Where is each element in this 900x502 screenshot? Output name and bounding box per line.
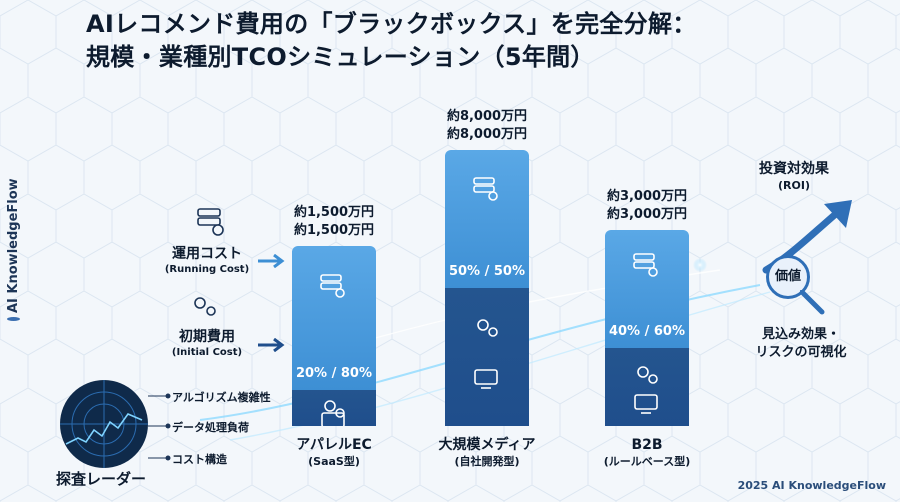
roi-title-ja: 投資対効果 xyxy=(759,161,829,177)
server-gear-icon xyxy=(633,253,658,277)
bar-1-category-label: アパレルEC (SaaS型) xyxy=(296,437,372,468)
radar-item-2: データ処理負荷 xyxy=(172,421,249,434)
title-line2: 規模・業種別TCOシミュレーション（5年間） xyxy=(86,43,595,71)
legend-running-en: (Running Cost) xyxy=(164,264,250,275)
page-title: AIレコメンド費用の「ブラックボックス」を完全分解： 規模・業種別TCOシミュレ… xyxy=(86,8,886,74)
bar-3-running-segment xyxy=(605,230,689,348)
bar-2-category-label: 大規模メディア (自社開発型) xyxy=(438,437,536,468)
legend-running-ja: 運用コスト xyxy=(172,246,242,262)
value-badge: 価値 xyxy=(766,255,810,299)
visibility-line2: リスクの可視化 xyxy=(755,345,847,360)
bar-2-running-segment xyxy=(445,150,529,288)
gears-icon xyxy=(477,318,498,337)
title-line1: AIレコメンド費用の「ブラックボックス」を完全分解： xyxy=(86,10,697,38)
gears-icon xyxy=(194,297,216,316)
bar-1-amount-label: 約1,500万円 約1,500万円 xyxy=(293,205,375,238)
radar-connectors xyxy=(148,393,171,461)
radar-title: 探査レーダー xyxy=(56,470,147,488)
bar-2-ratio-label: 50% / 50% xyxy=(448,264,526,279)
visibility-line1: 見込み効果・ xyxy=(761,327,840,342)
visibility-label: 見込み効果・ リスクの可視化 xyxy=(742,326,860,362)
legend-running-arrow xyxy=(258,254,285,268)
server-gear-icon xyxy=(473,177,498,201)
legend-initial-arrow xyxy=(258,338,285,352)
radar-icon xyxy=(60,380,148,468)
radar-item-1: アルゴリズム複雑性 xyxy=(172,391,271,404)
code-monitor-icon xyxy=(474,369,498,389)
bar-2-amount-label: 約8,000万円 約8,000万円 xyxy=(446,109,528,142)
bar-3: 40% / 60% xyxy=(605,230,689,426)
code-monitor-icon xyxy=(634,394,658,414)
legend-initial-ja: 初期費用 xyxy=(179,329,235,345)
gears-icon xyxy=(637,366,658,385)
bar-3-amount-label: 約3,000万円 約3,000万円 xyxy=(606,189,688,222)
radar-item-3: コスト構造 xyxy=(172,453,227,466)
bar-3-ratio-label: 40% / 60% xyxy=(608,323,686,339)
bar-1-running-segment xyxy=(292,246,376,390)
bar-1-ratio-label: 20% / 80% xyxy=(295,366,373,381)
server-gear-icon xyxy=(197,208,224,236)
code-monitor-icon xyxy=(321,412,345,426)
server-gear-icon xyxy=(320,274,345,298)
roi-title-en: (ROI) xyxy=(778,179,810,192)
legend-running: 運用コスト (Running Cost) xyxy=(152,245,262,276)
footer-credit: 2025 AI KnowledgeFlow xyxy=(737,479,886,492)
roi-title: 投資対効果 (ROI) xyxy=(746,160,842,193)
bar-3-category-label: B2B (ルールベース型) xyxy=(603,437,691,468)
bar-2: 50% / 50% xyxy=(445,150,529,426)
bar-1: 20% / 80% xyxy=(292,246,376,426)
legend-initial-en: (Initial Cost) xyxy=(171,347,243,358)
magnifier-icon xyxy=(800,290,825,315)
legend-initial: 初期費用 (Initial Cost) xyxy=(152,328,262,359)
bar-2-initial-segment xyxy=(445,288,529,426)
